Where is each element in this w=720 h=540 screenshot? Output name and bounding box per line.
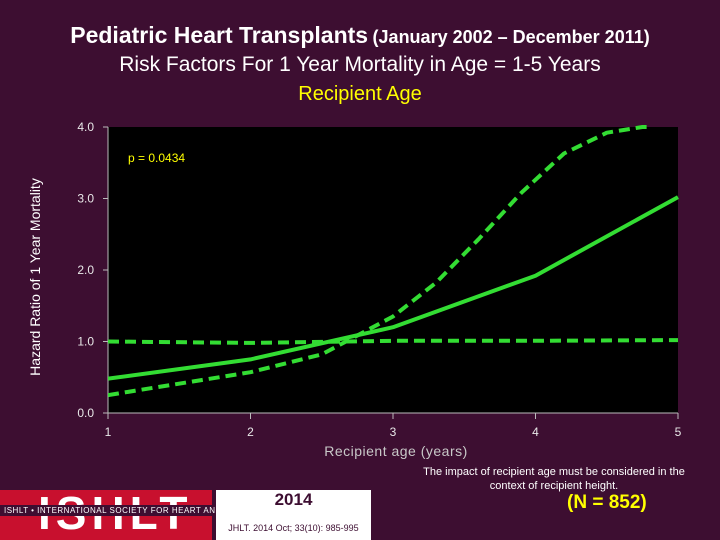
p-value-annotation: p = 0.0434	[128, 151, 185, 165]
y-tick-label: 0.0	[77, 406, 94, 420]
page-subtitle: Risk Factors For 1 Year Mortality in Age…	[119, 53, 601, 76]
journal-citation: JHLT. 2014 Oct; 33(10): 985-995	[228, 523, 359, 533]
lower-confidence-line	[108, 338, 679, 345]
y-axis-label: Hazard Ratio of 1 Year Mortality	[27, 178, 43, 376]
logo-band	[0, 505, 212, 516]
sample-size-label: (N = 852)	[567, 492, 647, 513]
context-note: The impact of recipient age must be cons…	[423, 466, 685, 492]
x-tick-label: 2	[247, 425, 254, 439]
y-tick-label: 2.0	[77, 263, 94, 277]
x-tick-label: 5	[675, 425, 682, 439]
x-axis-label: Recipient age (years)	[324, 443, 468, 459]
upper-confidence-line	[108, 125, 653, 398]
title-date-range: (January 2002 – December 2011)	[372, 27, 650, 47]
report-year: 2014	[274, 490, 313, 509]
y-tick-label: 4.0	[77, 120, 94, 134]
page-subtitle-variable: Recipient Age	[298, 83, 422, 105]
ishlt-logo: ISHLT	[0, 490, 212, 540]
x-tick-label: 4	[532, 425, 539, 439]
x-tick-label: 3	[390, 425, 397, 439]
page-title: Pediatric Heart Transplants (January 200…	[0, 22, 720, 49]
x-tick-label: 1	[105, 425, 112, 439]
ishlt-society-name: ISHLT • INTERNATIONAL SOCIETY FOR HEART …	[4, 506, 336, 515]
year-citation-box: 2014 JHLT. 2014 Oct; 33(10): 985-995	[216, 490, 371, 540]
title-main: Pediatric Heart Transplants	[70, 22, 369, 48]
plot-area	[108, 127, 678, 413]
y-tick-label: 3.0	[77, 192, 94, 206]
y-tick-label: 1.0	[77, 335, 94, 349]
hazard-ratio-line	[108, 195, 679, 381]
